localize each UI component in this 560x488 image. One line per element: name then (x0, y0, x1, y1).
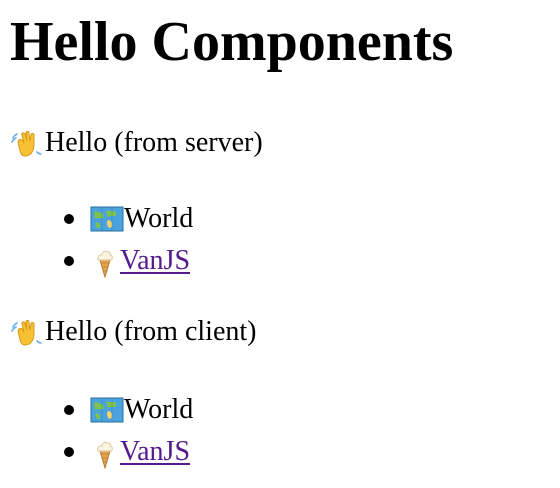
vanjs-link[interactable]: VanJS (90, 240, 190, 282)
list-item-world: World (64, 198, 194, 240)
list-item-vanjs[interactable]: VanJS (64, 431, 193, 473)
list-item-label: World (124, 203, 194, 234)
ice-cream-icon (90, 244, 120, 279)
world-map-icon (90, 395, 124, 425)
bullet-icon (64, 214, 74, 224)
components-list-client: World VanJS (64, 389, 194, 473)
waving-hand-icon (10, 315, 44, 349)
list-item-world: World (64, 389, 194, 431)
world-map-icon (90, 204, 124, 234)
waving-hand-icon (10, 126, 44, 160)
list-item-vanjs[interactable]: VanJS (64, 240, 193, 282)
vanjs-link-label[interactable]: VanJS (120, 436, 191, 467)
vanjs-link-label[interactable]: VanJS (120, 245, 191, 276)
page-title: Hello Components (10, 11, 454, 73)
vanjs-link[interactable]: VanJS (90, 431, 190, 473)
list-item-label: World (124, 394, 194, 425)
components-list-server: World VanJS (64, 198, 194, 282)
greeting-text: Hello (from server) (45, 127, 263, 158)
greeting-text: Hello (from client) (45, 316, 257, 347)
hello-server: Hello (from server) (10, 125, 263, 161)
bullet-icon (64, 447, 74, 457)
ice-cream-icon (90, 435, 120, 470)
bullet-icon (64, 256, 74, 266)
hello-client: Hello (from client) (10, 314, 256, 350)
bullet-icon (64, 405, 74, 415)
